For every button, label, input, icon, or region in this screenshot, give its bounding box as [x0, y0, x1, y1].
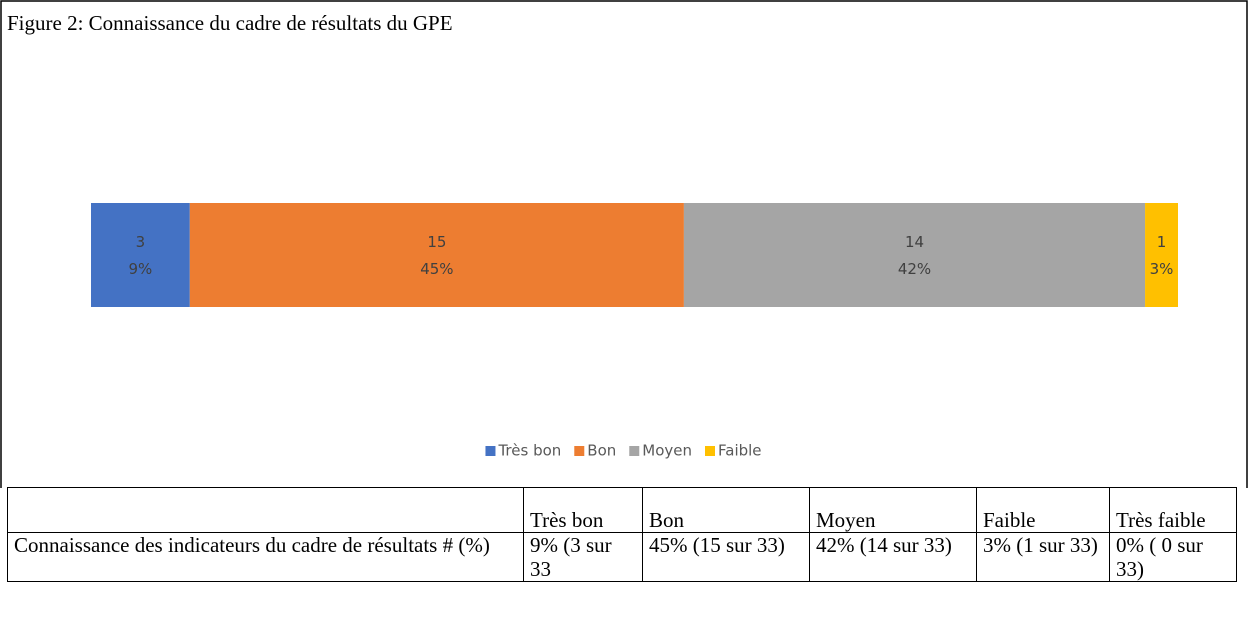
- data-label: 3%: [1150, 260, 1174, 278]
- cell: 9% (3 sur 33: [523, 532, 643, 582]
- chart-title: Figure 2: Connaissance du cadre de résul…: [7, 11, 453, 35]
- data-label: 1: [1157, 233, 1167, 251]
- header-cell: [7, 487, 524, 533]
- legend-label: Moyen: [642, 442, 692, 460]
- row: Connaissance des indicateurs du cadre de…: [7, 532, 1237, 582]
- legend-label: Faible: [718, 442, 762, 460]
- cell: 0% ( 0 sur 33): [1109, 532, 1237, 582]
- legend-swatch: [705, 446, 715, 456]
- header-cell: Bon: [642, 487, 810, 533]
- data-label: 42%: [898, 260, 931, 278]
- chart: Figure 2: Connaissance du cadre de résul…: [0, 0, 1248, 488]
- header-cell: Très faible: [1109, 487, 1237, 533]
- chart-frame: [0, 0, 1248, 488]
- header-row: Très bon Bon Moyen Faible Très faible: [7, 487, 1237, 533]
- header-cell: Très bon: [523, 487, 643, 533]
- data-label: 14: [905, 233, 924, 251]
- cell: 3% (1 sur 33): [976, 532, 1110, 582]
- legend-swatch: [629, 446, 640, 456]
- bar-segment: [683, 203, 1146, 307]
- data-label: 9%: [129, 260, 153, 278]
- data-label: 15: [427, 233, 446, 251]
- data-label: 3: [136, 233, 146, 251]
- bar-segment: [1145, 203, 1178, 307]
- legend-swatch: [485, 446, 496, 456]
- bar-segment: [91, 203, 190, 307]
- cell: 45% (15 sur 33): [642, 532, 810, 582]
- header-cell: Faible: [976, 487, 1110, 533]
- data-label: 45%: [420, 260, 453, 278]
- header-cell: Moyen: [809, 487, 977, 533]
- legend-label: Très bon: [497, 442, 561, 460]
- legend-label: Bon: [587, 442, 616, 460]
- cell: 42% (14 sur 33): [809, 532, 977, 582]
- bar-segment: [189, 203, 684, 307]
- legend-swatch: [574, 446, 585, 456]
- table: Très bon Bon Moyen Faible Très faible Co…: [7, 487, 1237, 582]
- cell: Connaissance des indicateurs du cadre de…: [7, 532, 524, 582]
